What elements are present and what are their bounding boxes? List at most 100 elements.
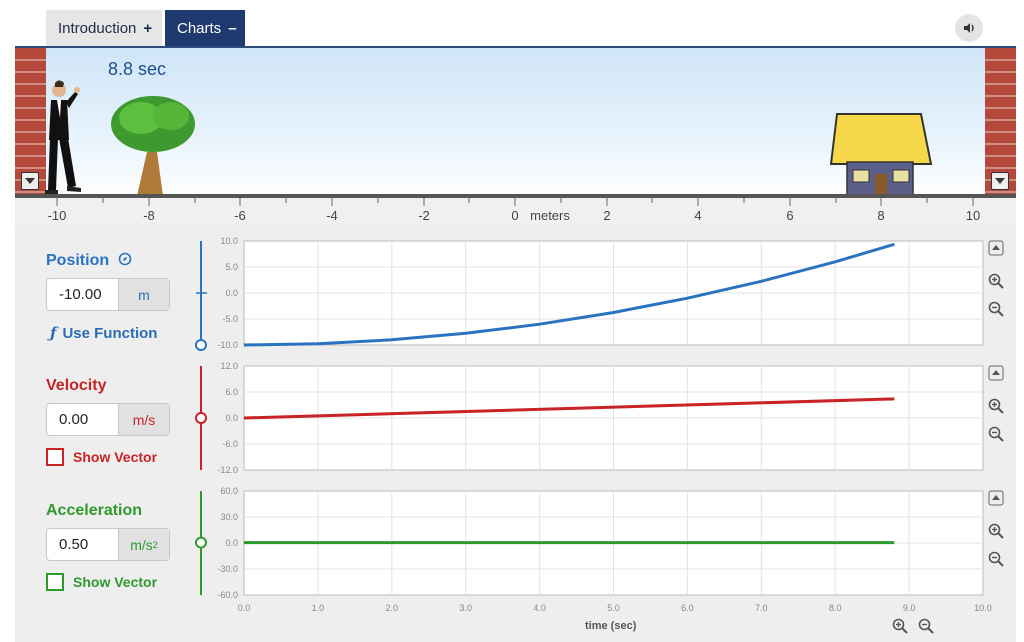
y-tick-label: 5.0: [225, 262, 238, 272]
triangle-down-icon: [995, 178, 1005, 184]
velocity-chart-minimize-button[interactable]: [988, 365, 1004, 381]
y-tick-label: -30.0: [217, 564, 238, 574]
position-series-line: [243, 242, 895, 347]
ruler-label: -4: [326, 208, 338, 223]
ground-line: [15, 194, 1016, 198]
velocity-value[interactable]: 0.00: [59, 411, 89, 428]
position-value[interactable]: -10.00: [59, 286, 102, 303]
ruler-label: 2: [603, 208, 611, 223]
speaker-icon: [964, 23, 974, 33]
velocity-slider-handle[interactable]: [195, 412, 207, 424]
position-unit: m: [118, 279, 169, 310]
acceleration-zoom-out-button[interactable]: [988, 551, 1004, 567]
ruler-label: -2: [418, 208, 430, 223]
use-function-label: Use Function: [62, 325, 158, 342]
collapse-icon: –: [228, 19, 237, 37]
y-tick-label: -12.0: [217, 465, 238, 475]
position-title-label: Position: [46, 252, 110, 269]
zoom-out-icon: [988, 426, 1004, 442]
ruler-label: 4: [694, 208, 702, 223]
position-slider-handle[interactable]: [195, 339, 207, 351]
velocity-field[interactable]: 0.00 m/s: [46, 403, 170, 436]
position-chart-minimize-button[interactable]: [988, 240, 1004, 256]
x-tick-label: 1.0: [312, 603, 325, 613]
y-tick-label: -60.0: [217, 590, 238, 600]
acceleration-slider-handle[interactable]: [195, 536, 207, 549]
x-tick-label: 4.0: [533, 603, 546, 613]
triangle-down-icon: [25, 178, 35, 184]
ruler-units-label: meters: [530, 208, 570, 223]
acceleration-unit-base: m/s: [130, 536, 153, 553]
ruler-label: -10: [47, 208, 67, 223]
y-tick-label: 0.0: [225, 538, 238, 548]
velocity-show-vector-checkbox[interactable]: [46, 448, 64, 466]
time-zoom-in-button[interactable]: [892, 618, 908, 634]
acceleration-show-vector-checkbox[interactable]: [46, 573, 64, 591]
man-figure[interactable]: [43, 78, 85, 198]
ruler-label: 0: [511, 208, 519, 223]
playground-scene: [15, 46, 1016, 198]
tab-charts[interactable]: Charts –: [165, 10, 245, 46]
velocity-zoom-in-button[interactable]: [988, 398, 1004, 414]
x-axis-label: time (sec): [585, 620, 637, 632]
ruler-label: 10: [965, 208, 981, 223]
velocity-zoom-out-button[interactable]: [988, 426, 1004, 442]
x-tick-label: 7.0: [755, 603, 768, 613]
acceleration-show-vector-label[interactable]: Show Vector: [73, 574, 158, 590]
zoom-in-icon: [892, 618, 908, 634]
acceleration-unit-exponent: 2: [152, 539, 158, 550]
position-title: Position: [46, 252, 132, 270]
acceleration-unit: m/s 2: [118, 529, 169, 560]
compass-icon[interactable]: [118, 252, 132, 266]
position-zoom-in-button[interactable]: [988, 273, 1004, 289]
y-tick-label: 60.0: [220, 486, 238, 496]
y-tick-label: 10.0: [220, 236, 238, 246]
y-tick-label: -6.0: [222, 439, 238, 449]
brick-wall-right: [985, 48, 1016, 198]
ruler-label: -8: [143, 208, 155, 223]
tab-introduction[interactable]: Introduction +: [46, 10, 162, 46]
x-tick-label: 9.0: [903, 603, 916, 613]
y-tick-label: 0.0: [225, 413, 238, 423]
zoom-out-icon: [918, 618, 934, 634]
zoom-out-icon: [988, 551, 1004, 567]
y-tick-label: 0.0: [225, 288, 238, 298]
ruler-label: 6: [786, 208, 794, 223]
ruler-label: 8: [877, 208, 885, 223]
x-tick-label: 8.0: [829, 603, 842, 613]
position-zoom-out-button[interactable]: [988, 301, 1004, 317]
ruler-label: -6: [234, 208, 246, 223]
use-function-button[interactable]: ƒ Use Function: [50, 324, 157, 342]
y-tick-label: 6.0: [225, 387, 238, 397]
elapsed-time: 8.8 sec: [108, 59, 167, 79]
sound-toggle-button[interactable]: [955, 14, 983, 42]
position-field[interactable]: -10.00 m: [46, 278, 170, 311]
acceleration-field[interactable]: 0.50 m/s 2: [46, 528, 170, 561]
velocity-show-vector-label[interactable]: Show Vector: [73, 449, 158, 465]
ruler-ticks: [56, 198, 974, 206]
acceleration-chart-minimize-button[interactable]: [988, 490, 1004, 506]
acceleration-title: Acceleration: [46, 502, 143, 519]
acceleration-zoom-in-button[interactable]: [988, 523, 1004, 539]
zoom-in-icon: [988, 523, 1004, 539]
x-tick-label: 6.0: [681, 603, 694, 613]
right-wall-dropdown-button[interactable]: [991, 172, 1009, 190]
y-tick-label: -5.0: [222, 314, 238, 324]
velocity-unit: m/s: [118, 404, 169, 435]
x-tick-label: 5.0: [607, 603, 620, 613]
expand-icon: +: [143, 19, 153, 37]
x-tick-label: 10.0: [974, 603, 992, 613]
zoom-out-icon: [988, 301, 1004, 317]
house-image: [829, 113, 933, 196]
minimize-icon: [988, 240, 1004, 256]
velocity-title: Velocity: [46, 377, 107, 394]
x-tick-label: 3.0: [459, 603, 472, 613]
acceleration-value[interactable]: 0.50: [59, 536, 89, 553]
velocity-series-line: [243, 397, 895, 420]
y-tick-label: 12.0: [220, 361, 238, 371]
left-wall-dropdown-button[interactable]: [21, 172, 39, 190]
time-zoom-out-button[interactable]: [918, 618, 934, 634]
minimize-icon: [988, 365, 1004, 381]
tab-charts-label: Charts: [177, 19, 222, 37]
